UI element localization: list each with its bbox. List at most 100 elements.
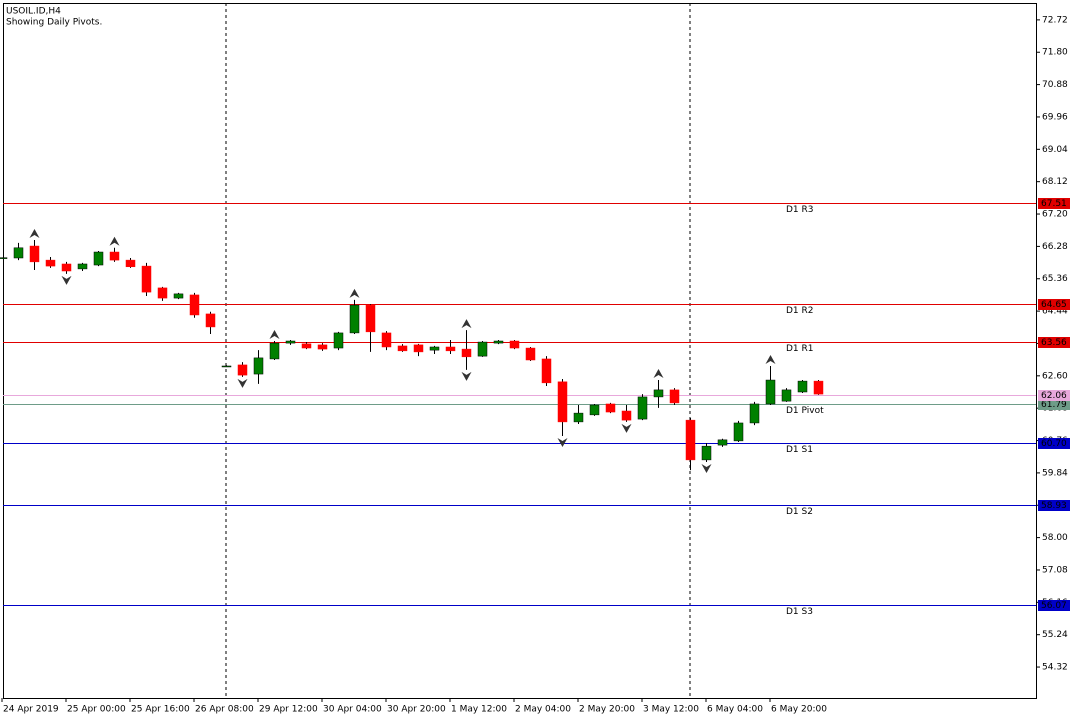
pivot-price-label: 56.07 bbox=[1041, 601, 1067, 611]
fractal-down bbox=[557, 437, 568, 447]
candle-body bbox=[717, 439, 728, 446]
y-tick-label: 65.36 bbox=[1042, 274, 1068, 284]
pivot-name: D1 R3 bbox=[786, 205, 814, 215]
x-tick-label: 29 Apr 12:00 bbox=[259, 705, 318, 715]
y-tick-label: 69.04 bbox=[1042, 145, 1068, 155]
fractal-up bbox=[109, 236, 120, 246]
chart-subtitle: Showing Daily Pivots. bbox=[6, 18, 102, 28]
candle-body bbox=[125, 259, 136, 268]
candle-body bbox=[13, 247, 24, 259]
y-tick-label: 55.24 bbox=[1042, 630, 1068, 640]
pivot-name: D1 R2 bbox=[786, 306, 814, 316]
candle-body bbox=[445, 346, 456, 352]
pivot-name: D1 S2 bbox=[786, 507, 813, 517]
pivot-name: D1 Pivot bbox=[786, 406, 824, 416]
y-tick-label: 62.60 bbox=[1042, 371, 1068, 381]
fractal-down bbox=[237, 378, 248, 388]
candle-body bbox=[317, 344, 328, 350]
fractal-up bbox=[461, 319, 472, 329]
candle-body bbox=[237, 364, 248, 376]
pivot-price-box bbox=[1038, 299, 1070, 310]
candle-body bbox=[429, 346, 440, 351]
candle-body bbox=[397, 345, 408, 352]
candle-body bbox=[541, 358, 552, 384]
x-tick-label: 25 Apr 16:00 bbox=[131, 705, 190, 715]
pivot-price-box bbox=[1038, 399, 1070, 410]
candle-body bbox=[749, 403, 760, 424]
pivot-price-label: 63.56 bbox=[1041, 338, 1067, 348]
candle-body bbox=[365, 304, 376, 333]
pivot-price-box bbox=[1038, 500, 1070, 511]
candle-body bbox=[29, 245, 40, 263]
pivot-price-label: 60.70 bbox=[1041, 439, 1067, 449]
candle-body bbox=[813, 380, 824, 395]
y-tick-label: 66.28 bbox=[1042, 242, 1068, 252]
x-tick-label: 6 May 20:00 bbox=[771, 705, 827, 715]
candle-body bbox=[61, 263, 72, 272]
candle-body bbox=[797, 380, 808, 393]
candle-body bbox=[381, 332, 392, 348]
candle-body bbox=[557, 381, 568, 423]
candle-body bbox=[573, 412, 584, 423]
candle-body bbox=[781, 389, 792, 402]
y-tick-label: 64.44 bbox=[1042, 307, 1068, 317]
y-tick-label: 58.00 bbox=[1042, 533, 1068, 543]
candle-body bbox=[685, 419, 696, 461]
pivot-price-box bbox=[1038, 438, 1070, 449]
current-price-box bbox=[1038, 390, 1070, 401]
pivot-price-label: 64.65 bbox=[1041, 300, 1067, 310]
y-tick-label: 71.80 bbox=[1042, 48, 1068, 58]
candle-body bbox=[205, 313, 216, 328]
candle-body bbox=[461, 348, 472, 358]
candle-body bbox=[109, 251, 120, 261]
candle-body bbox=[0, 257, 8, 259]
x-tick-label: 25 Apr 00:00 bbox=[67, 705, 126, 715]
pivot-price-box bbox=[1038, 337, 1070, 348]
pivot-price-label: 58.93 bbox=[1041, 501, 1067, 511]
candle-body bbox=[189, 294, 200, 316]
candle-body bbox=[157, 287, 168, 299]
x-tick-label: 1 May 12:00 bbox=[451, 705, 507, 715]
fractal-up bbox=[765, 354, 776, 364]
y-tick-label: 72.72 bbox=[1042, 15, 1068, 25]
fractal-down bbox=[701, 463, 712, 473]
fractal-down bbox=[461, 371, 472, 381]
candle-body bbox=[413, 344, 424, 353]
fractal-down bbox=[621, 423, 632, 433]
fractal-down bbox=[61, 275, 72, 285]
candle-body bbox=[477, 341, 488, 357]
x-tick-label: 26 Apr 08:00 bbox=[195, 705, 254, 715]
pivot-price-box bbox=[1038, 600, 1070, 611]
y-tick-label: 54.32 bbox=[1042, 663, 1068, 673]
candle-body bbox=[45, 259, 56, 267]
fractal-up bbox=[29, 229, 40, 239]
x-tick-label: 30 Apr 20:00 bbox=[387, 705, 446, 715]
plot-frame bbox=[3, 3, 1037, 699]
x-tick-label: 30 Apr 04:00 bbox=[323, 705, 382, 715]
y-tick-label: 59.84 bbox=[1042, 468, 1068, 478]
fractal-up bbox=[269, 330, 280, 340]
pivot-name: D1 S1 bbox=[786, 445, 813, 455]
y-tick-label: 69.96 bbox=[1042, 112, 1068, 122]
x-tick-label: 2 May 04:00 bbox=[515, 705, 571, 715]
candle-body bbox=[493, 340, 504, 344]
candle-body bbox=[301, 343, 312, 349]
candle-body bbox=[621, 410, 632, 421]
fractal-up bbox=[653, 369, 664, 379]
y-tick-label: 67.20 bbox=[1042, 210, 1068, 220]
candle-body bbox=[221, 365, 232, 368]
pivot-name: D1 S3 bbox=[786, 607, 813, 617]
x-tick-label: 24 Apr 2019 bbox=[3, 705, 59, 715]
x-tick-label: 6 May 04:00 bbox=[707, 705, 763, 715]
candle-body bbox=[637, 396, 648, 420]
current-price-label: 62.06 bbox=[1041, 391, 1067, 401]
candle-body bbox=[269, 342, 280, 360]
x-tick-label: 2 May 20:00 bbox=[579, 705, 635, 715]
pivot-price-label: 61.79 bbox=[1041, 400, 1067, 410]
candle-body bbox=[605, 403, 616, 413]
candle-body bbox=[701, 445, 712, 461]
candle-body bbox=[589, 404, 600, 416]
candle-body bbox=[173, 293, 184, 299]
candle-body bbox=[525, 347, 536, 361]
